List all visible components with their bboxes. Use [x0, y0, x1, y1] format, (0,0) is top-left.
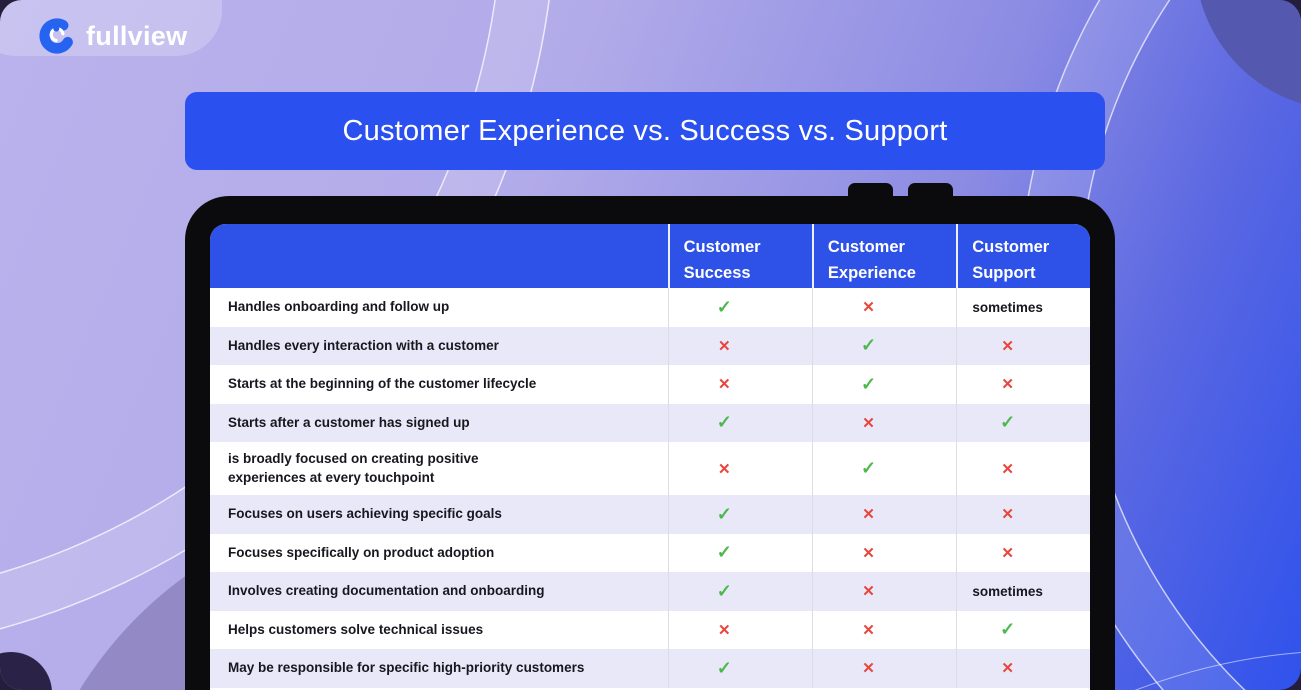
check-icon: ✓ — [716, 412, 732, 433]
customer-experience-cell: ✕ — [811, 533, 956, 572]
cross-icon: ✕ — [862, 621, 875, 639]
row-label: Handles onboarding and follow up — [228, 299, 450, 315]
row-label: Involves creating documentation and onbo… — [228, 583, 545, 599]
row-label: Handles every interaction with a custome… — [228, 337, 499, 353]
cross-icon: ✕ — [862, 544, 875, 562]
customer-success-cell: ✓ — [667, 572, 812, 611]
row-label: Helps customers solve technical issues — [228, 621, 484, 637]
customer-success-cell: ✕ — [667, 442, 812, 495]
customer-support-cell: ✕ — [956, 326, 1090, 365]
cross-icon: ✕ — [1001, 376, 1014, 394]
cross-icon: ✕ — [1001, 660, 1014, 678]
customer-support-cell: ✕ — [956, 495, 1090, 534]
check-icon: ✓ — [861, 458, 877, 478]
customer-success-cell: ✕ — [667, 365, 812, 404]
brand-name: fullview — [86, 20, 188, 51]
comparison-table: Customer Success Customer Experience Cus… — [210, 224, 1090, 690]
table-row: Handles every interaction with a custome… — [210, 326, 1090, 365]
check-icon: ✓ — [716, 542, 732, 563]
customer-support-cell: ✕ — [956, 649, 1090, 688]
header-empty-cell — [210, 224, 668, 288]
customer-support-cell: ✕ — [956, 442, 1090, 495]
cross-icon: ✕ — [1001, 544, 1014, 562]
row-label: Starts at the beginning of the customer … — [228, 376, 537, 392]
header-customer-experience: Customer Experience — [811, 224, 956, 288]
cross-icon: ✕ — [717, 376, 731, 394]
customer-support-cell: sometimes — [956, 288, 1090, 327]
table-row: Starts at the beginning of the customer … — [210, 365, 1090, 404]
table-row: Helps customers solve technical issues ✕… — [210, 610, 1090, 649]
table-body: Handles onboarding and follow up ✓ ✕ som… — [210, 288, 1090, 688]
check-icon: ✓ — [1000, 619, 1016, 640]
customer-support-cell: ✓ — [956, 610, 1090, 649]
decorative-corner-shape — [0, 652, 52, 690]
customer-success-cell: ✓ — [667, 495, 812, 534]
page-title: Customer Experience vs. Success vs. Supp… — [342, 114, 948, 147]
table-row: Handles onboarding and follow up ✓ ✕ som… — [210, 288, 1090, 327]
title-banner: Customer Experience vs. Success vs. Supp… — [185, 92, 1105, 170]
cross-icon: ✕ — [717, 337, 731, 355]
fullview-logo: fullview — [38, 17, 187, 55]
customer-success-cell: ✓ — [667, 288, 812, 327]
tablet-frame: Customer Success Customer Experience Cus… — [185, 196, 1115, 690]
table-row: is broadly focused on creating positive … — [210, 442, 1090, 495]
row-label: Focuses on users achieving specific goal… — [228, 506, 502, 522]
table-row: Involves creating documentation and onbo… — [210, 572, 1090, 611]
customer-support-cell: ✕ — [956, 533, 1090, 572]
row-label: is broadly focused on creating positive … — [228, 451, 479, 485]
customer-success-cell: ✓ — [667, 649, 812, 688]
check-icon: ✓ — [716, 580, 732, 601]
table-row: Focuses specifically on product adoption… — [210, 533, 1090, 572]
row-label: Focuses specifically on product adoption — [228, 544, 495, 560]
cross-icon: ✕ — [1001, 506, 1014, 524]
cross-icon: ✕ — [862, 299, 875, 317]
row-label: Starts after a customer has signed up — [228, 414, 470, 430]
check-icon: ✓ — [716, 503, 732, 524]
customer-experience-cell: ✕ — [811, 610, 956, 649]
check-icon: ✓ — [1000, 412, 1016, 433]
cross-icon: ✕ — [862, 414, 875, 432]
decorative-circle-top-right — [1195, 0, 1301, 110]
customer-experience-cell: ✕ — [811, 649, 956, 688]
customer-success-cell: ✓ — [667, 533, 812, 572]
cross-icon: ✕ — [862, 506, 875, 524]
customer-experience-cell: ✕ — [811, 572, 956, 611]
table-row: Starts after a customer has signed up ✓ … — [210, 403, 1090, 442]
check-icon: ✓ — [861, 373, 877, 394]
cross-icon: ✕ — [1001, 460, 1014, 478]
sometimes-text: sometimes — [972, 299, 1043, 315]
check-icon: ✓ — [716, 296, 732, 317]
sometimes-text: sometimes — [972, 583, 1043, 599]
customer-support-cell: sometimes — [956, 572, 1090, 611]
table-row: Focuses on users achieving specific goal… — [210, 495, 1090, 534]
check-icon: ✓ — [861, 335, 877, 356]
fullview-logo-icon — [39, 18, 75, 54]
customer-experience-cell: ✕ — [811, 495, 956, 534]
customer-success-cell: ✕ — [667, 326, 812, 365]
decorative-logo-backdrop — [0, 0, 222, 56]
customer-support-cell: ✕ — [956, 365, 1090, 404]
customer-experience-cell: ✓ — [811, 326, 956, 365]
cross-icon: ✕ — [862, 583, 875, 601]
row-label: May be responsible for specific high-pri… — [228, 660, 585, 676]
cross-icon: ✕ — [717, 621, 731, 639]
table-row: May be responsible for specific high-pri… — [210, 649, 1090, 688]
cross-icon: ✕ — [1001, 337, 1014, 355]
customer-support-cell: ✓ — [956, 403, 1090, 442]
customer-experience-cell: ✓ — [811, 442, 956, 495]
customer-experience-cell: ✕ — [811, 403, 956, 442]
header-customer-support: Customer Support — [956, 224, 1090, 288]
check-icon: ✓ — [716, 657, 732, 678]
cross-icon: ✕ — [862, 660, 875, 678]
customer-success-cell: ✓ — [667, 403, 812, 442]
customer-experience-cell: ✓ — [811, 365, 956, 404]
customer-success-cell: ✕ — [667, 610, 812, 649]
cross-icon: ✕ — [717, 460, 731, 478]
table-header: Customer Success Customer Experience Cus… — [210, 224, 1090, 288]
header-customer-success: Customer Success — [667, 224, 812, 288]
customer-experience-cell: ✕ — [811, 288, 956, 327]
